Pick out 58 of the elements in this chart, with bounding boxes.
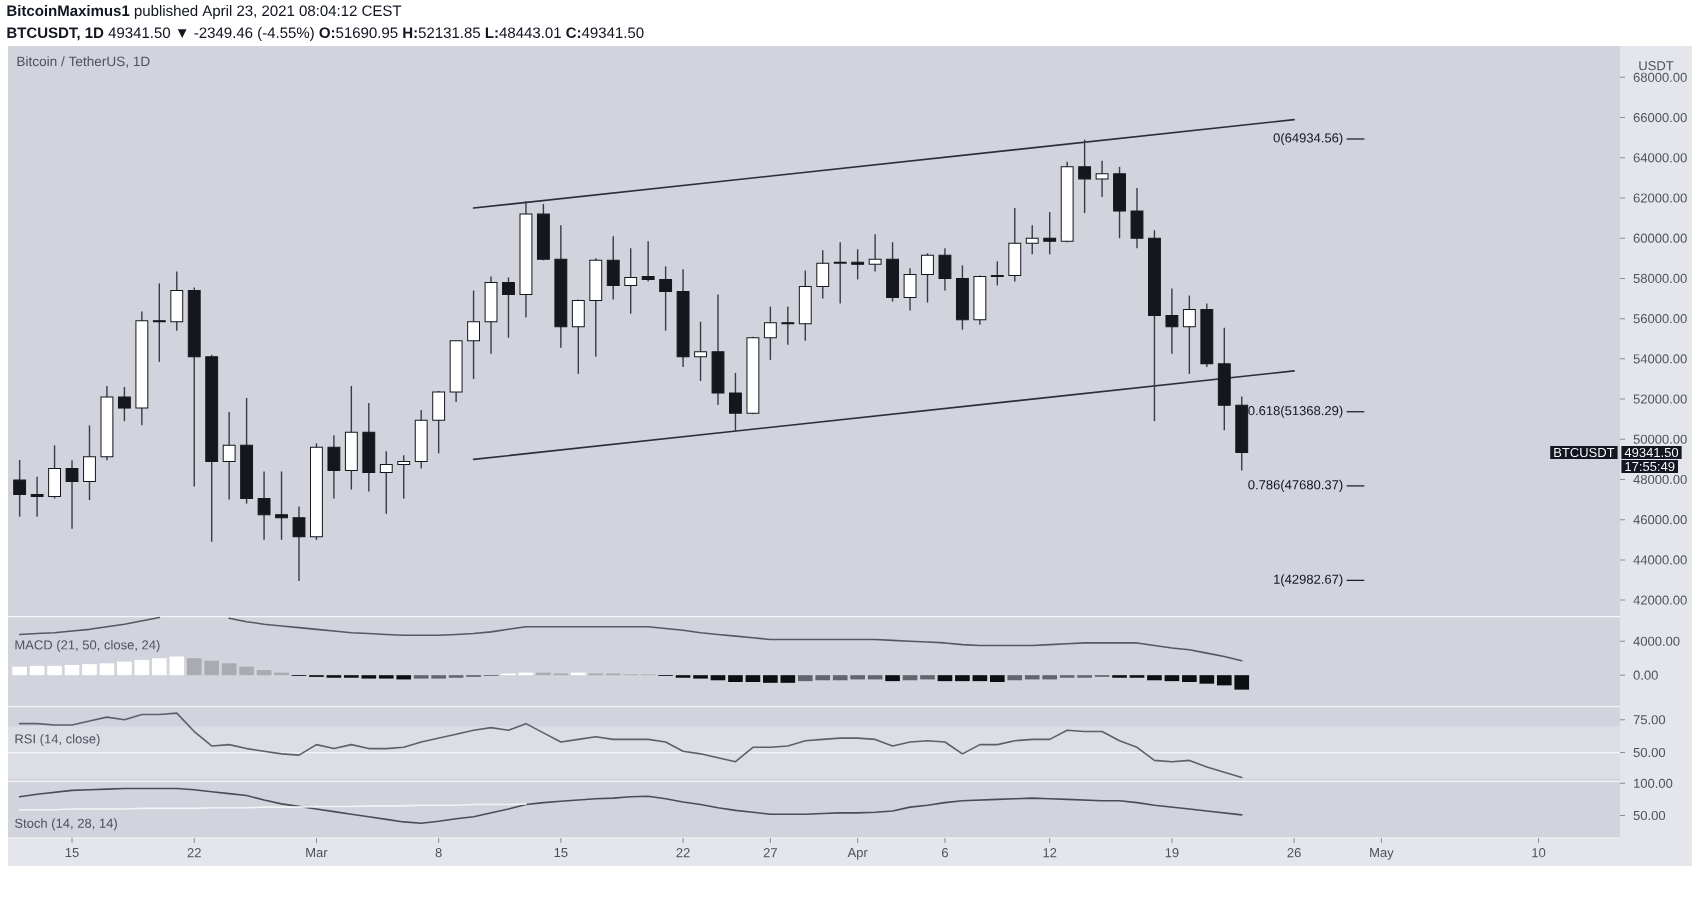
candlestick xyxy=(1043,211,1057,255)
candlestick xyxy=(938,247,952,292)
candlestick xyxy=(1130,187,1144,249)
candlestick xyxy=(1217,326,1231,431)
candlestick xyxy=(973,274,987,326)
candlestick xyxy=(292,505,306,582)
candlestick xyxy=(344,385,358,491)
candlestick xyxy=(1078,138,1092,214)
candlestick xyxy=(275,470,288,541)
candlestick xyxy=(1025,224,1039,255)
candlestick xyxy=(624,247,638,315)
candlestick xyxy=(659,265,673,332)
candlestick xyxy=(502,276,515,339)
candlestick xyxy=(362,402,376,493)
candlestick xyxy=(152,282,166,363)
candlestick xyxy=(257,470,271,541)
candlestick xyxy=(1095,160,1109,198)
candlestick xyxy=(729,372,742,432)
candlestick xyxy=(414,409,428,470)
candlestick xyxy=(833,241,847,305)
candlestick xyxy=(1235,395,1249,472)
candlestick xyxy=(484,275,498,355)
candlestick xyxy=(955,264,969,331)
candlestick xyxy=(379,450,393,515)
candlestick xyxy=(117,386,131,422)
candlestick xyxy=(13,459,27,518)
candlestick xyxy=(467,289,481,380)
candlestick xyxy=(571,298,585,375)
candlestick xyxy=(990,260,1004,287)
candlestick xyxy=(1008,207,1022,283)
candlestick xyxy=(694,320,707,382)
candlestick xyxy=(327,434,341,500)
candlestick xyxy=(641,240,655,283)
candlestick xyxy=(798,269,812,342)
candlestick xyxy=(65,459,79,530)
candlestick xyxy=(711,293,725,406)
candlestick xyxy=(30,475,44,518)
candlestick xyxy=(903,267,917,312)
candlestick xyxy=(816,249,830,300)
candlestick xyxy=(1113,166,1126,239)
candlestick xyxy=(1165,287,1179,355)
candlestick xyxy=(432,390,446,455)
candlestick xyxy=(763,305,777,361)
candlestick xyxy=(536,203,550,262)
candlestick xyxy=(222,411,236,501)
candlestick xyxy=(606,235,620,301)
candlestick xyxy=(868,233,882,273)
candlestick xyxy=(83,424,96,501)
candlestick xyxy=(397,454,411,500)
candlestick xyxy=(170,270,184,332)
candlestick xyxy=(781,305,795,346)
candlestick xyxy=(921,252,934,304)
candlestick xyxy=(1182,294,1196,375)
candlestick xyxy=(886,241,900,303)
bar xyxy=(885,675,900,682)
candlestick xyxy=(851,248,865,281)
candlestick xyxy=(589,257,603,358)
candlestick xyxy=(48,444,61,500)
